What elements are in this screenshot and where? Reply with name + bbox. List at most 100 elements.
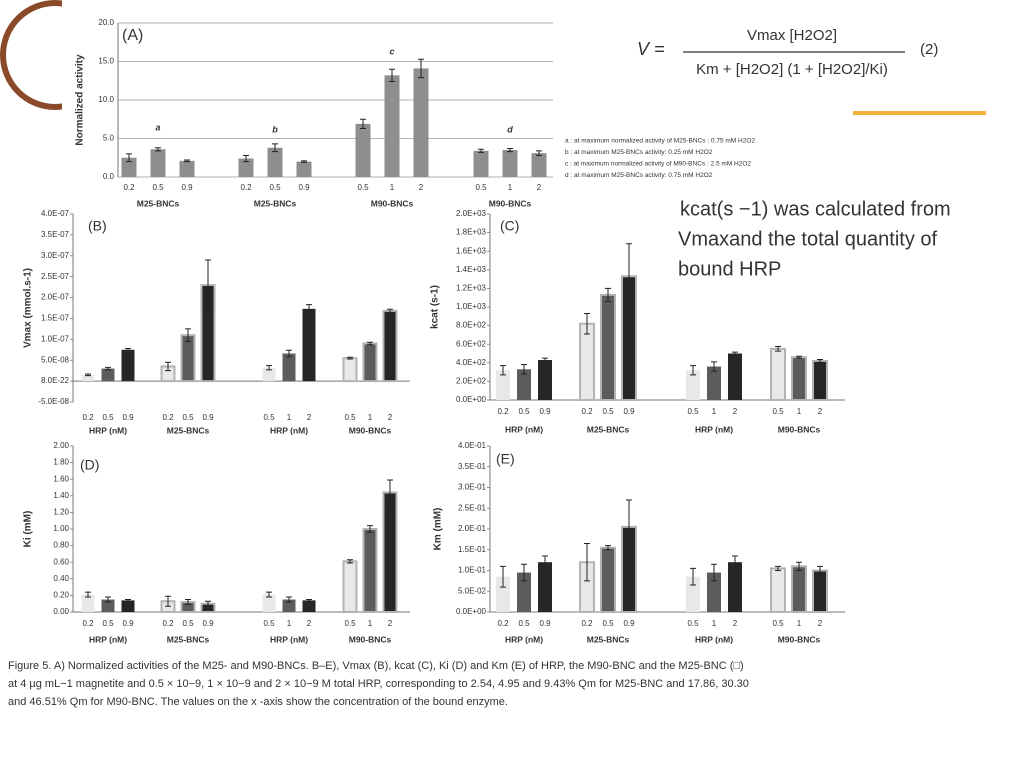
panel-label: (B) [88, 218, 107, 234]
error-bar [126, 153, 132, 163]
group-label: HRP (nM) [505, 424, 543, 434]
bar [282, 353, 296, 382]
error-bar [155, 147, 161, 152]
x-tick-label: 0.9 [539, 619, 551, 628]
x-tick-label: 0.5 [772, 619, 784, 628]
y-tick-label: 0.00 [53, 607, 69, 616]
logo-mask [62, 0, 112, 120]
footnote: b : at maximum M25-BNCs activity: 0.25 m… [565, 149, 713, 156]
y-tick-label: 1.0E+03 [456, 302, 487, 311]
annotation: d [507, 124, 513, 134]
x-tick-label: 1 [712, 619, 717, 628]
x-tick-label: 2 [307, 619, 312, 628]
x-tick-label: 1 [797, 619, 802, 628]
equation-denominator: Km + [H2O2] (1 + [H2O2]/Ki) [696, 61, 888, 78]
bar [413, 68, 429, 177]
x-tick-label: 0.5 [344, 619, 356, 628]
x-tick-label: 0.5 [602, 407, 614, 416]
x-tick-label: 0.5 [687, 407, 699, 416]
error-bar [125, 599, 131, 602]
group-label: HRP (nM) [695, 424, 733, 434]
y-tick-label: 1.00 [53, 524, 69, 533]
caption-line: and 46.51% Qm for M90-BNC. The values on… [8, 696, 508, 708]
y-tick-label: 3.0E-07 [41, 251, 70, 260]
footnote: a : at maximum normalized activity of M2… [565, 138, 755, 145]
error-bar [478, 148, 484, 153]
x-tick-label: 0.2 [497, 619, 509, 628]
group-label: M90-BNCs [371, 198, 414, 208]
error-bar [243, 154, 249, 163]
y-tick-label: 3.0E-01 [458, 483, 487, 492]
y-tick-label: 0.0 [103, 172, 115, 181]
annotation: b [272, 124, 278, 134]
error-bar [711, 361, 717, 372]
x-tick-label: 0.2 [162, 619, 174, 628]
x-tick-label: 0.5 [772, 407, 784, 416]
error-bar [105, 366, 111, 371]
group-label: HRP (nM) [270, 634, 308, 644]
group-label: M25-BNCs [587, 424, 630, 434]
error-bar [286, 349, 292, 358]
y-tick-label: 4.0E-01 [458, 441, 487, 450]
error-bar [584, 313, 590, 335]
error-bar [165, 595, 171, 607]
annotation: a [155, 122, 160, 132]
y-tick-label: 0.60 [53, 557, 69, 566]
x-tick-label: 2 [733, 619, 738, 628]
bar [342, 560, 358, 613]
bar [81, 594, 95, 612]
y-tick-label: 1.2E+03 [456, 284, 487, 293]
bar [791, 565, 807, 613]
error-bar [536, 150, 542, 156]
y-tick-label: 1.6E+03 [456, 246, 487, 255]
error-bar [500, 565, 506, 588]
error-bar [272, 143, 278, 153]
group-label: M25-BNCs [167, 425, 210, 435]
x-tick-label: 0.5 [263, 413, 275, 422]
y-tick-label: 3.5E-07 [41, 230, 70, 239]
panel-label: (E) [496, 451, 515, 467]
error-bar [584, 543, 590, 582]
x-tick-label: 0.2 [497, 407, 509, 416]
x-tick-label: 0.2 [82, 619, 94, 628]
bar [770, 567, 786, 613]
bar [600, 546, 616, 613]
bar [538, 360, 552, 400]
caption-line: at 4 µg mL−1 magnetite and 0.5 × 10−9, 1… [8, 678, 749, 690]
x-tick-label: 0.5 [182, 619, 194, 628]
group-label: M25-BNCs [137, 198, 180, 208]
bar [812, 569, 828, 613]
error-bar [85, 373, 91, 377]
bar [342, 357, 358, 383]
bar [101, 368, 115, 382]
bar [180, 334, 196, 383]
x-tick-label: 2 [388, 413, 393, 422]
bar [282, 599, 296, 612]
x-tick-label: 1 [368, 413, 373, 422]
bar [728, 562, 742, 612]
bar [121, 600, 135, 612]
error-bar [732, 555, 738, 569]
x-tick-label: 0.5 [182, 413, 194, 422]
note-line: bound HRP [678, 258, 781, 280]
bar [362, 528, 378, 613]
x-tick-label: 2 [818, 619, 823, 628]
error-bar [286, 596, 292, 603]
error-bar [817, 565, 823, 576]
bar [267, 147, 283, 177]
error-bar [507, 148, 513, 153]
x-tick-label: 1 [797, 407, 802, 416]
y-tick-label: 4.0E+02 [456, 358, 487, 367]
bar [262, 367, 276, 382]
bar [686, 370, 700, 400]
y-tick-label: 0.40 [53, 574, 69, 583]
error-bar [796, 561, 802, 571]
x-tick-label: 1 [712, 407, 717, 416]
x-tick-label: 2 [818, 407, 823, 416]
bar [302, 308, 316, 382]
bar [296, 161, 312, 177]
y-tick-label: -5.0E-08 [38, 397, 69, 406]
error-bar [711, 563, 717, 582]
y-tick-label: 2.0E-01 [458, 524, 487, 533]
error-bar [690, 567, 696, 586]
